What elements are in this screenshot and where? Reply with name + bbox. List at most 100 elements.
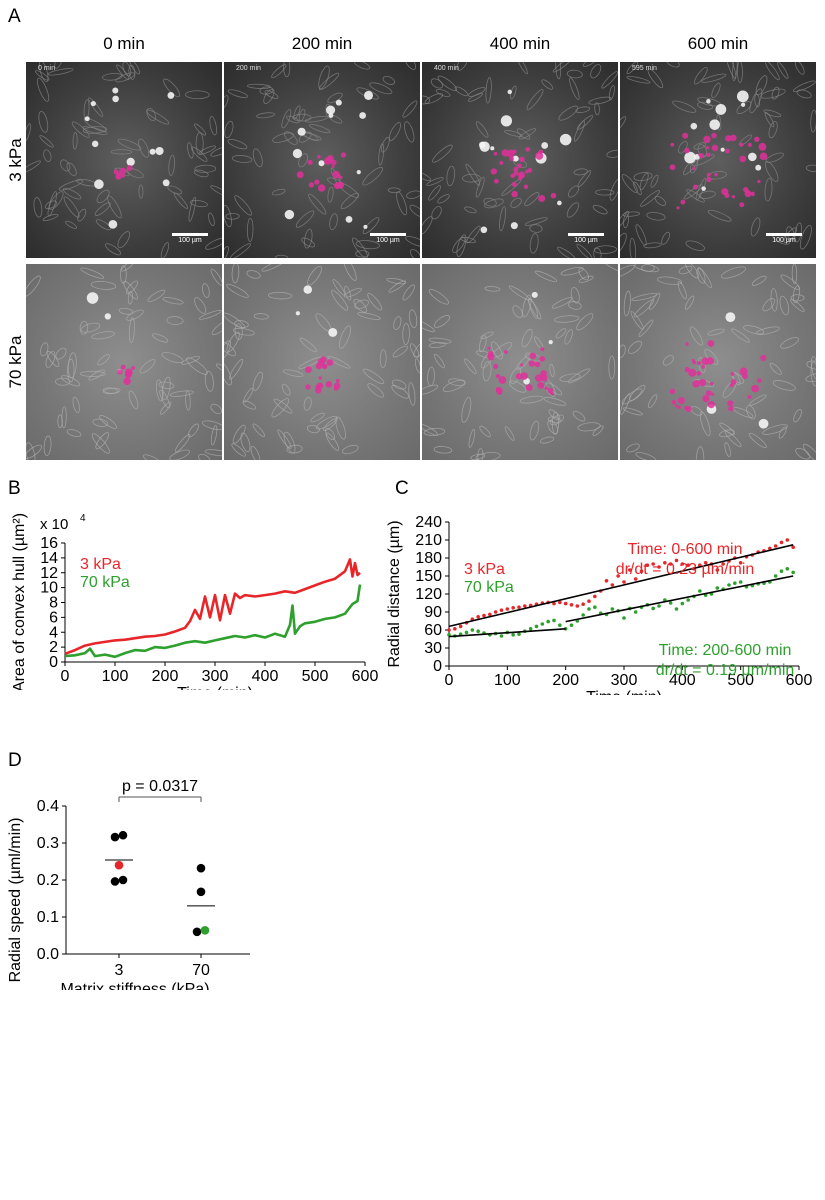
fluorescent-cell: [340, 152, 347, 158]
bright-cell: [500, 115, 513, 127]
cell-outline: [810, 361, 816, 387]
cell-outline: [250, 445, 261, 460]
cell-outline: [649, 292, 661, 310]
cell-outline: [552, 62, 572, 73]
cell-outline: [594, 102, 600, 116]
fluorescent-cell: [501, 149, 509, 157]
y-tick-label: 150: [415, 568, 442, 585]
cell-outline: [57, 414, 63, 429]
data-point-3-kpa: [523, 604, 527, 608]
cell-outline: [76, 178, 98, 187]
cell-outline: [246, 270, 261, 279]
fluorescent-cell: [730, 134, 737, 142]
annotation-1-line-1: dr/dt = 0.19 µm/min: [656, 662, 795, 679]
cell-outline: [548, 409, 561, 421]
data-point-3-kpa: [686, 563, 690, 567]
cell-outline: [627, 340, 642, 354]
cell-outline: [128, 390, 139, 410]
fluorescent-cell: [538, 194, 546, 203]
fluorescent-cell: [332, 170, 340, 179]
bright-cell: [363, 224, 368, 229]
data-point-3-kpa: [668, 562, 673, 566]
cell-outline: [92, 418, 109, 427]
data-point-3-kpa: [511, 606, 515, 610]
fluorescent-cell: [724, 135, 732, 142]
cell-outline: [275, 254, 289, 258]
cell-outline: [298, 153, 309, 168]
cell-outline: [601, 71, 618, 89]
cell-outline: [566, 69, 583, 79]
cell-outline: [426, 177, 444, 186]
cell-outline: [102, 387, 119, 394]
cell-outline: [110, 149, 133, 155]
data-point-3-kpa: [622, 580, 626, 584]
cell-outline: [534, 270, 558, 283]
bright-cell: [112, 95, 119, 103]
scale-bar: 100 µm: [568, 233, 604, 244]
cell-texture: [422, 264, 618, 460]
fluorescent-cell: [503, 349, 508, 354]
fluorescent-cell: [529, 352, 537, 360]
fluorescent-cell: [747, 394, 752, 399]
cell-outline: [342, 264, 357, 281]
cell-outline: [731, 328, 750, 343]
fluorescent-cell: [743, 186, 749, 193]
data-point: [192, 927, 202, 937]
cell-outline: [301, 237, 316, 248]
cell-outline: [340, 192, 359, 210]
fluorescent-cell: [547, 387, 554, 394]
cell-outline: [185, 390, 191, 411]
cell-outline: [695, 446, 705, 460]
data-point: [110, 877, 120, 886]
cell-outline: [633, 172, 653, 182]
cell-outline: [422, 319, 435, 333]
annotation-0-line-1: dr/dt = 0.23 µm/min: [616, 561, 755, 578]
data-point: [196, 887, 206, 897]
cell-outline: [46, 351, 60, 367]
data-point-70-kpa: [587, 607, 591, 611]
data-point-70-kpa: [791, 570, 795, 575]
cell-outline: [388, 280, 407, 293]
cell-outline: [281, 383, 291, 396]
bright-cell: [359, 112, 367, 119]
cell-outline: [510, 197, 522, 208]
cell-outline: [442, 379, 466, 392]
bright-cell: [701, 186, 706, 191]
cell-outline: [26, 275, 41, 297]
cell-outline: [210, 425, 218, 446]
cell-outline: [570, 287, 580, 304]
cell-outline: [608, 85, 615, 101]
cell-outline: [672, 100, 697, 113]
cell-outline: [452, 236, 466, 253]
cell-outline: [647, 68, 664, 89]
cell-outline: [378, 143, 385, 166]
data-point-70-kpa: [546, 619, 550, 624]
x-tick-label: 300: [202, 668, 229, 685]
bright-cell: [512, 155, 519, 162]
cell-outline: [428, 342, 446, 348]
cell-outline: [229, 243, 251, 258]
fluorescent-cell: [325, 380, 333, 388]
bright-cell: [684, 151, 696, 164]
cell-outline: [185, 357, 208, 375]
bright-cell: [86, 292, 99, 304]
cell-outline: [281, 109, 292, 129]
cell-outline: [79, 370, 106, 377]
fluorescent-cell: [539, 355, 546, 362]
fluorescent-cell: [698, 378, 707, 387]
data-point-70-kpa: [651, 606, 655, 611]
cell-outline: [325, 432, 340, 451]
row-label-70kpa: 70 kPa: [6, 335, 25, 389]
fluorescent-cell: [117, 369, 123, 375]
cell-outline: [428, 337, 452, 344]
cell-outline: [268, 291, 293, 300]
y-tick-label: 210: [415, 532, 442, 549]
cell-outline: [152, 333, 169, 343]
fluorescent-cell: [330, 159, 337, 166]
cell-outline: [259, 86, 274, 95]
fluorescent-cell: [513, 166, 519, 172]
fluorescent-cell: [116, 173, 120, 178]
fluorescent-cell: [711, 144, 719, 152]
cell-outline: [564, 329, 573, 345]
bright-cell: [112, 87, 119, 94]
